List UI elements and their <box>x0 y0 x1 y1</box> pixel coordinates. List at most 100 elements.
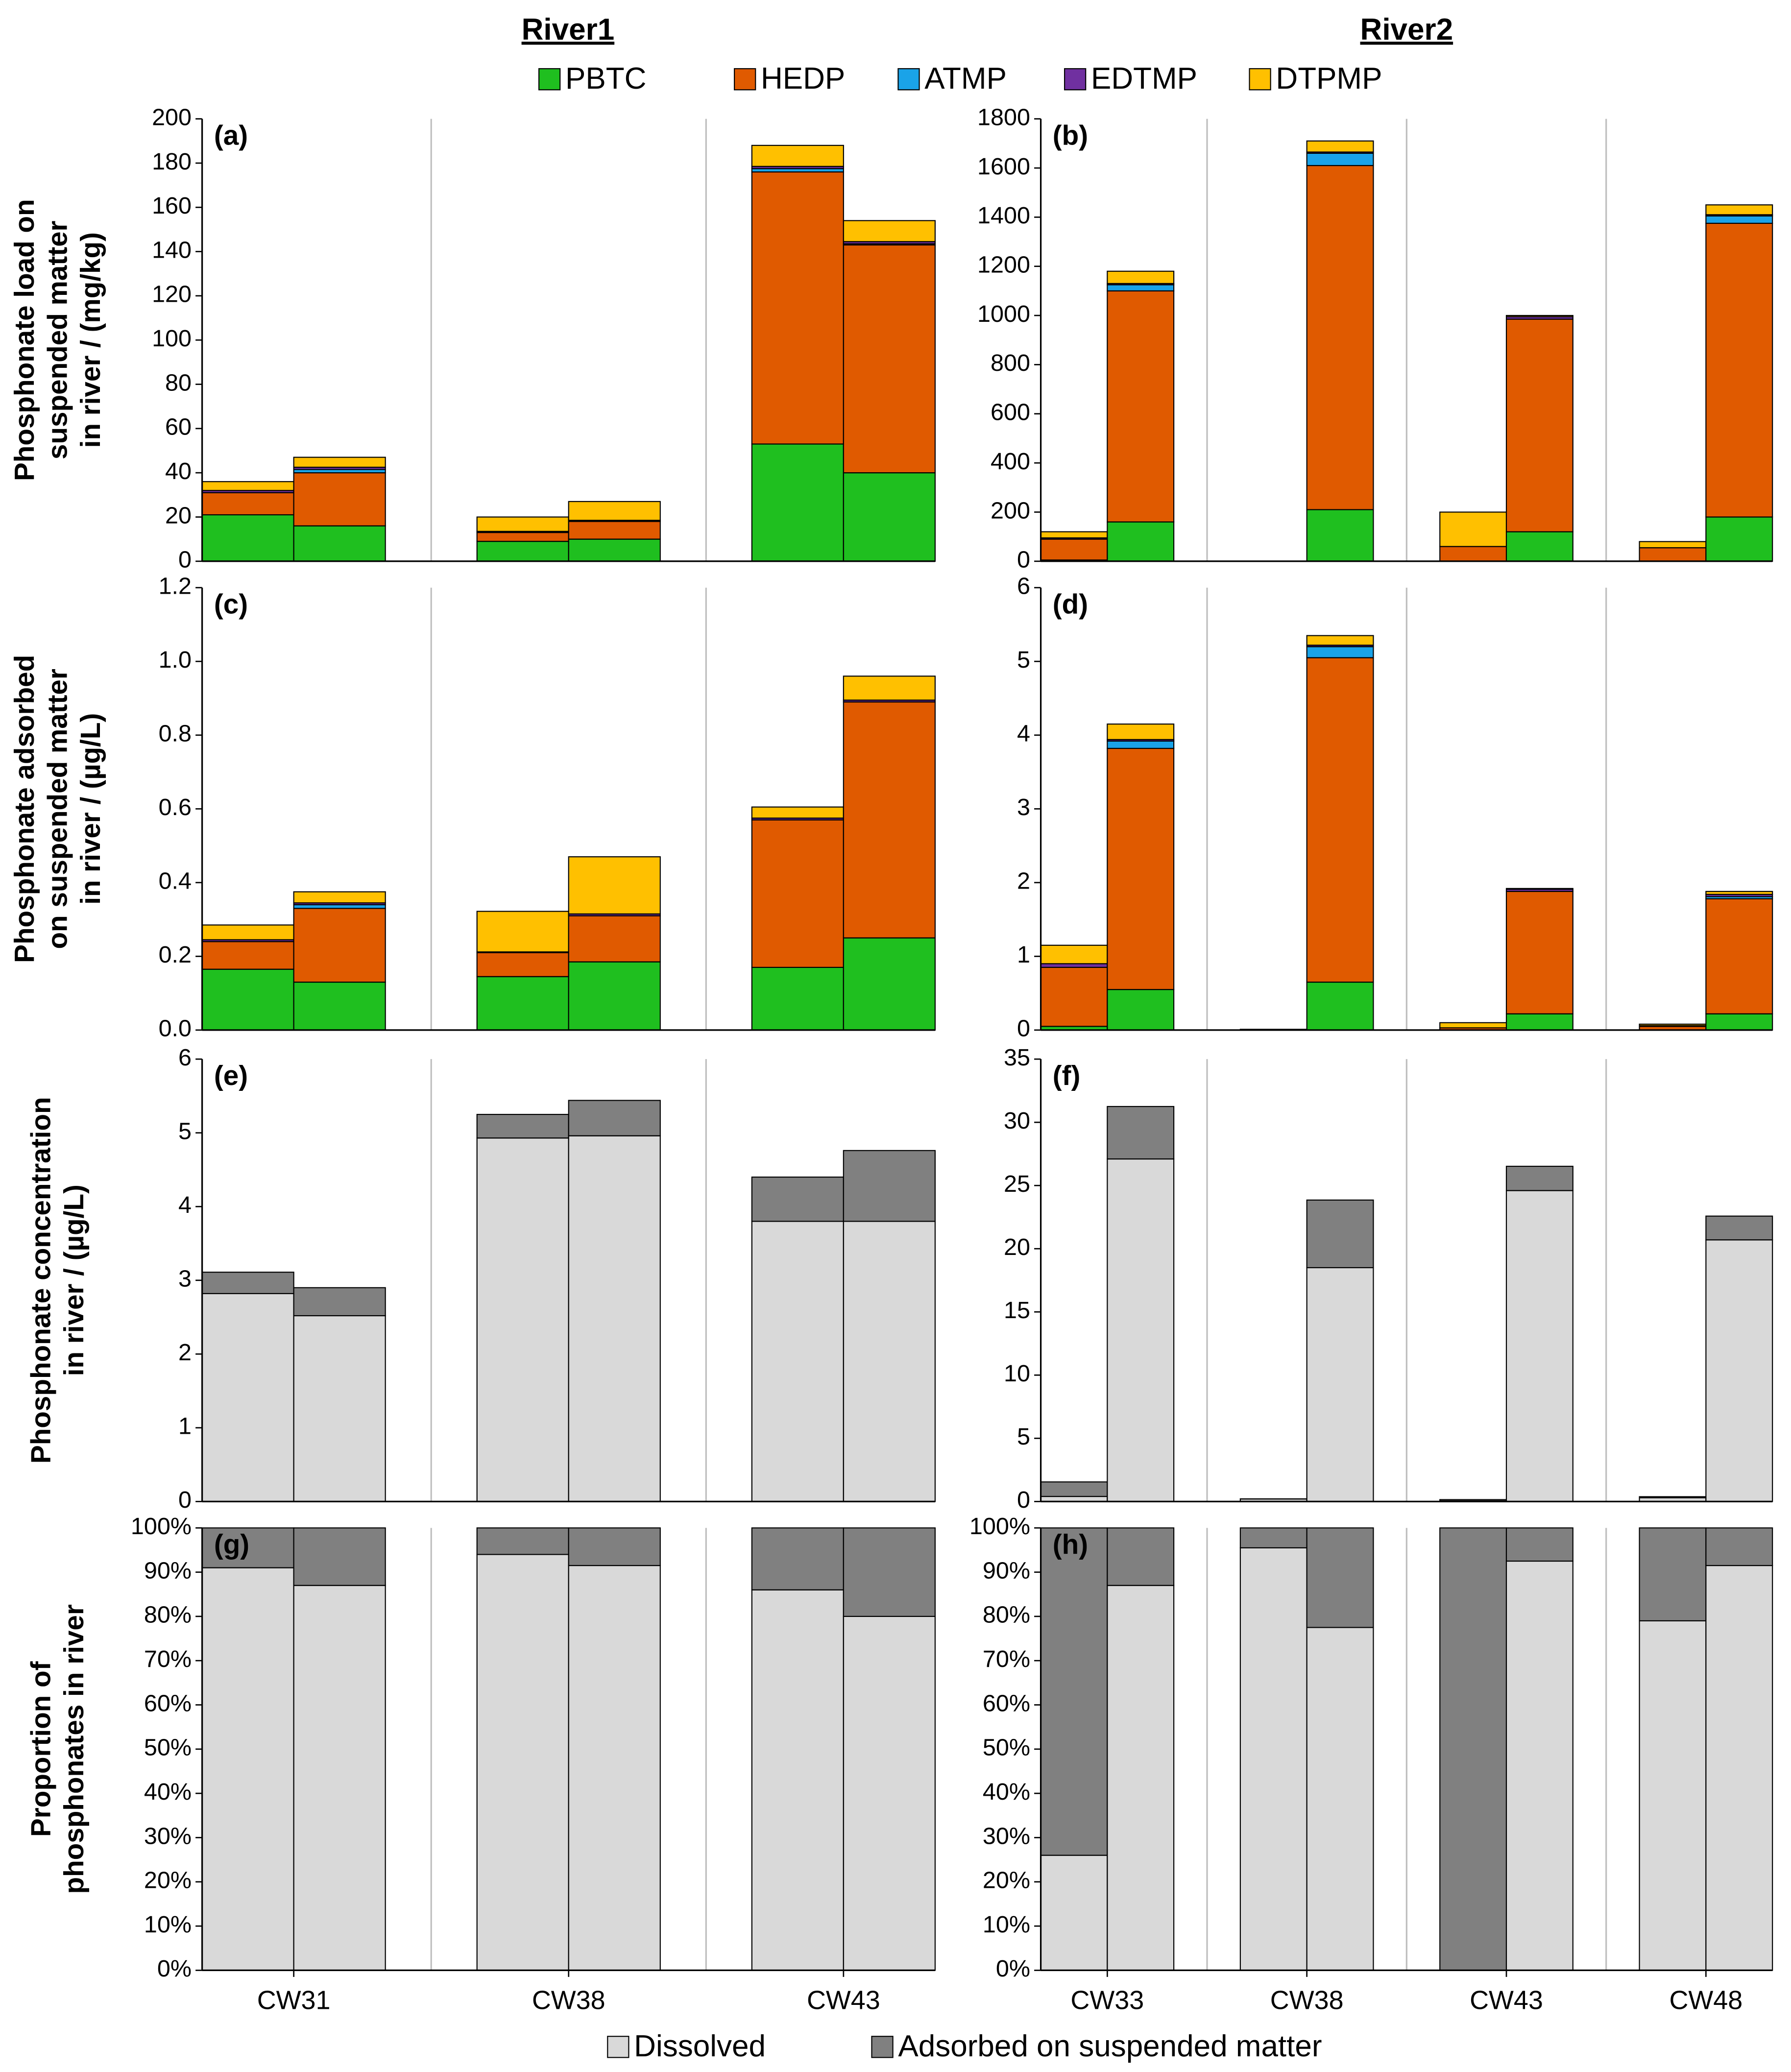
legend-swatch <box>607 2036 629 2058</box>
bar-segment <box>1107 284 1175 291</box>
y-tick-label: 40% <box>144 1779 192 1805</box>
y-tick-label: 2 <box>1017 868 1030 894</box>
bar-segment <box>1306 657 1374 983</box>
bar-segment <box>1040 1527 1108 1856</box>
y-tick-label: 0.0 <box>159 1015 192 1042</box>
x-tick-label: CW38 <box>1270 1985 1344 2015</box>
bar-segment <box>1107 521 1175 562</box>
bar-segment <box>1705 1013 1773 1031</box>
y-tick-label: 40 <box>165 458 192 484</box>
bar-segment <box>293 1315 386 1502</box>
bar-segment <box>568 856 661 915</box>
y-tick-label: 10% <box>983 1911 1030 1938</box>
y-tick-label: 20% <box>144 1867 192 1894</box>
y-tick-label: 20 <box>165 502 192 529</box>
y-tick-label: 0.6 <box>159 794 192 820</box>
bar-segment <box>843 472 936 562</box>
bar-segment <box>568 521 661 540</box>
y-tick-label: 0.8 <box>159 721 192 747</box>
legend-swatch <box>1249 68 1271 91</box>
bar-segment <box>1040 1855 1108 1971</box>
y-tick-label: 800 <box>991 350 1030 376</box>
bar-segment <box>1705 1527 1773 1566</box>
y-tick-label: 25 <box>1004 1171 1030 1197</box>
y-tick-label: 100% <box>131 1513 192 1540</box>
bar-segment <box>1705 891 1773 895</box>
bar-segment <box>476 532 569 542</box>
bar-segment <box>293 457 386 468</box>
y-tick-label: 0 <box>1017 1015 1030 1042</box>
bar-segment <box>1439 1022 1507 1029</box>
y-tick-label: 1 <box>1017 941 1030 968</box>
bar-segment <box>201 481 294 491</box>
y-tick-label: 35 <box>1004 1044 1030 1071</box>
y-tick-label: 140 <box>152 237 192 263</box>
legend-label: DTPMP <box>1276 62 1382 96</box>
bar-segment <box>201 1272 294 1294</box>
y-tick-label: 0 <box>178 1487 192 1513</box>
bar-segment <box>476 952 569 977</box>
y-tick-label: 0 <box>1017 1487 1030 1513</box>
bar-segment <box>201 1527 294 1568</box>
bar-segment <box>476 1527 569 1555</box>
y-axis-label: phosphonates in river <box>58 1604 89 1894</box>
bar-segment <box>1107 1527 1175 1586</box>
y-tick-label: 5 <box>1017 647 1030 673</box>
bar-segment <box>751 966 844 1031</box>
bar-segment <box>1705 1565 1773 1971</box>
y-axis-label: Phosphonate load on <box>9 199 40 481</box>
legend-swatch <box>734 68 756 91</box>
legend-swatch <box>871 2036 894 2058</box>
bar-segment <box>1505 888 1573 890</box>
bar-segment <box>1705 222 1773 518</box>
bar-segment <box>1107 747 1175 990</box>
bar-segment <box>568 501 661 521</box>
bar-segment <box>1639 547 1707 562</box>
y-tick-label: 80% <box>983 1602 1030 1628</box>
bar-segment <box>1505 1527 1573 1562</box>
bar-segment <box>751 145 844 167</box>
bar-segment <box>476 541 569 562</box>
bar-segment <box>751 171 844 445</box>
bar-segment <box>476 976 569 1031</box>
bar-segment <box>1107 1106 1175 1160</box>
panel-label: (b) <box>1053 120 1088 150</box>
y-tick-label: 60 <box>165 414 192 440</box>
bar-segment <box>843 244 936 474</box>
legend-swatch <box>1064 68 1087 91</box>
x-tick-label: CW33 <box>1070 1985 1144 2015</box>
bar-segment <box>1306 1199 1374 1269</box>
bar-segment <box>1107 740 1175 749</box>
bar-segment <box>843 675 936 701</box>
bar-segment <box>751 819 844 968</box>
bar-segment <box>751 1221 844 1502</box>
bar-segment <box>1505 1190 1573 1502</box>
bar-segment <box>843 1150 936 1222</box>
y-tick-label: 200 <box>991 497 1030 524</box>
y-tick-label: 60% <box>983 1690 1030 1716</box>
bar-segment <box>1639 1496 1707 1498</box>
bar-segment <box>1639 1620 1707 1971</box>
bar-segment <box>476 1137 569 1502</box>
x-tick-label: CW48 <box>1669 1985 1743 2015</box>
bar-segment <box>201 968 294 1031</box>
y-tick-label: 5 <box>1017 1423 1030 1450</box>
y-tick-label: 3 <box>178 1266 192 1292</box>
bar-segment <box>568 1527 661 1566</box>
y-tick-label: 80% <box>144 1602 192 1628</box>
x-tick-label: CW38 <box>532 1985 605 2015</box>
y-tick-label: 0.4 <box>159 868 192 894</box>
bar-segment <box>293 904 386 909</box>
bar-segment <box>1107 989 1175 1031</box>
bar-segment <box>293 1287 386 1317</box>
bar-segment <box>843 220 936 242</box>
bar-segment <box>201 1567 294 1971</box>
y-tick-label: 120 <box>152 281 192 308</box>
y-tick-label: 600 <box>991 399 1030 426</box>
bar-segment <box>1439 511 1507 547</box>
y-tick-label: 6 <box>178 1044 192 1071</box>
bar-segment <box>1439 1527 1507 1971</box>
y-tick-label: 90% <box>144 1557 192 1584</box>
